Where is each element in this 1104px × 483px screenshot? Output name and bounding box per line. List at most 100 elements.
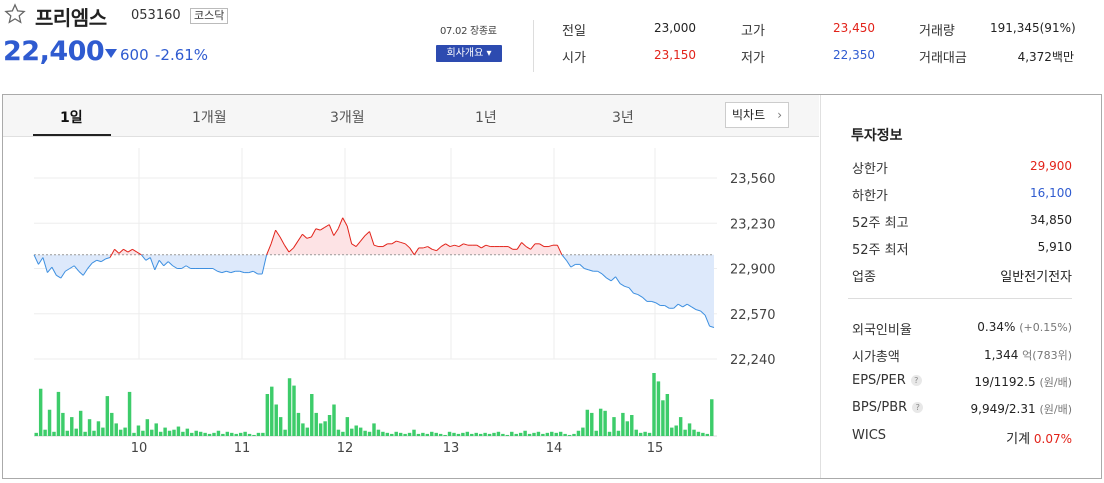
price-line-segment xyxy=(284,244,290,253)
volume-bar xyxy=(616,430,621,436)
change-rate: -2.61% xyxy=(155,46,209,64)
chevron-right-icon: › xyxy=(777,108,782,122)
volume-bar xyxy=(261,432,265,436)
amount-label: 거래대금 xyxy=(919,51,967,66)
price-line-segment xyxy=(172,265,178,269)
tab-1year[interactable]: 1년 xyxy=(475,110,497,126)
eps-per-label: EPS/PER? xyxy=(852,373,922,388)
volume-bar xyxy=(230,432,234,436)
tab-3year[interactable]: 3년 xyxy=(612,110,634,126)
price-line-segment xyxy=(226,270,231,274)
volume-bar xyxy=(661,400,665,436)
price-line-segment xyxy=(355,240,361,247)
eps-per: 19/1192.5 (원/배) xyxy=(974,374,1072,390)
volume-bar xyxy=(212,432,216,436)
volume-bar xyxy=(416,433,421,436)
wics-sector[interactable]: 기계 xyxy=(1006,432,1031,447)
price-line-segment xyxy=(132,248,138,253)
price-line-segment xyxy=(373,244,379,248)
open-label: 시가 xyxy=(562,51,586,66)
tab-1day[interactable]: 1일 xyxy=(60,110,83,126)
volume-bar xyxy=(83,431,87,436)
price-line-segment xyxy=(315,228,321,231)
foreign-ratio-value: 0.34% xyxy=(977,320,1016,334)
price-line-segment xyxy=(601,273,607,279)
x-tick-label: 11 xyxy=(234,441,251,456)
price-line-segment xyxy=(485,244,491,248)
price-line-segment xyxy=(686,303,692,308)
price-line-segment xyxy=(364,231,370,236)
price-line-segment xyxy=(695,309,701,312)
volume-bar xyxy=(105,396,110,436)
help-icon[interactable]: ? xyxy=(910,375,922,386)
volume-bar xyxy=(145,419,150,436)
period-tab-bar xyxy=(3,95,819,137)
volume-bar xyxy=(536,431,541,436)
active-tab-indicator xyxy=(33,134,111,136)
bps-pbr-label-text: BPS/PBR xyxy=(852,400,908,415)
company-overview-button[interactable]: 회사개요 ▾ xyxy=(436,45,502,62)
volume-bar xyxy=(621,412,625,436)
sector-value[interactable]: 일반전기전자 xyxy=(1000,270,1072,285)
market-cap-label: 시가총액 xyxy=(852,350,900,365)
volume-bar xyxy=(301,423,305,436)
volume-bar xyxy=(256,432,261,436)
bps-pbr: 9,949/2.31 (원/배) xyxy=(971,401,1072,417)
price-line-segment xyxy=(404,243,411,249)
price-line-segment xyxy=(221,270,227,274)
price-line-segment xyxy=(288,247,294,253)
volume-bar xyxy=(287,378,292,436)
volume-bar xyxy=(350,428,354,436)
volume-bar xyxy=(136,425,141,436)
upper-limit-label: 상한가 xyxy=(852,162,888,177)
help-icon[interactable]: ? xyxy=(912,402,924,413)
volume-bar xyxy=(190,432,194,436)
bigchart-button[interactable]: 빅차트 › xyxy=(725,102,789,128)
price-line-segment xyxy=(445,243,451,247)
volume-bar xyxy=(558,431,563,436)
volume-bar xyxy=(452,432,456,436)
price-line-segment xyxy=(561,254,567,261)
x-tick-label: 14 xyxy=(546,441,563,456)
volume-bar xyxy=(123,427,127,436)
price-line-segment xyxy=(78,270,84,276)
volume-bar xyxy=(496,431,501,436)
bigchart-label: 빅차트 xyxy=(732,108,766,122)
volume-bar xyxy=(487,433,492,436)
volume-bar xyxy=(345,417,350,436)
price-line-segment xyxy=(297,233,303,242)
price-line-segment xyxy=(82,268,89,276)
price-line-segment xyxy=(610,276,616,282)
favorite-star-icon[interactable] xyxy=(4,3,26,25)
volume-label: 거래량 xyxy=(919,24,955,39)
price-line-segment xyxy=(239,270,245,274)
price-line-segment xyxy=(565,259,572,268)
price-line-segment xyxy=(449,244,455,248)
price-line-segment xyxy=(275,229,281,238)
x-tick-label: 12 xyxy=(337,441,354,456)
market-cap-value: 1,344 xyxy=(983,348,1019,362)
price-line-segment xyxy=(369,231,375,246)
price-line-segment xyxy=(458,243,464,247)
price-line-segment xyxy=(432,248,437,252)
volume-bar xyxy=(292,385,296,436)
tab-3month[interactable]: 3개월 xyxy=(330,110,365,126)
volume-bar xyxy=(603,410,607,436)
tab-1month[interactable]: 1개월 xyxy=(192,110,227,126)
price-line-segment xyxy=(96,259,102,263)
volume-bar xyxy=(56,391,61,436)
price-line-segment xyxy=(530,243,536,250)
y-tick-label: 23,560 xyxy=(730,172,776,187)
volume-bar xyxy=(385,432,390,436)
low-value: 22,350 xyxy=(833,48,875,62)
volume-bar xyxy=(92,430,96,436)
price-line-segment xyxy=(328,224,335,236)
volume-bar xyxy=(670,427,674,436)
volume-bar xyxy=(501,433,505,436)
price-line-segment xyxy=(642,296,648,302)
price-line-segment xyxy=(91,259,97,264)
volume-bar xyxy=(150,429,154,436)
foreign-ratio-change: (+0.15%) xyxy=(1019,321,1072,334)
volume-bar xyxy=(96,421,101,436)
wics-label: WICS xyxy=(852,428,887,443)
